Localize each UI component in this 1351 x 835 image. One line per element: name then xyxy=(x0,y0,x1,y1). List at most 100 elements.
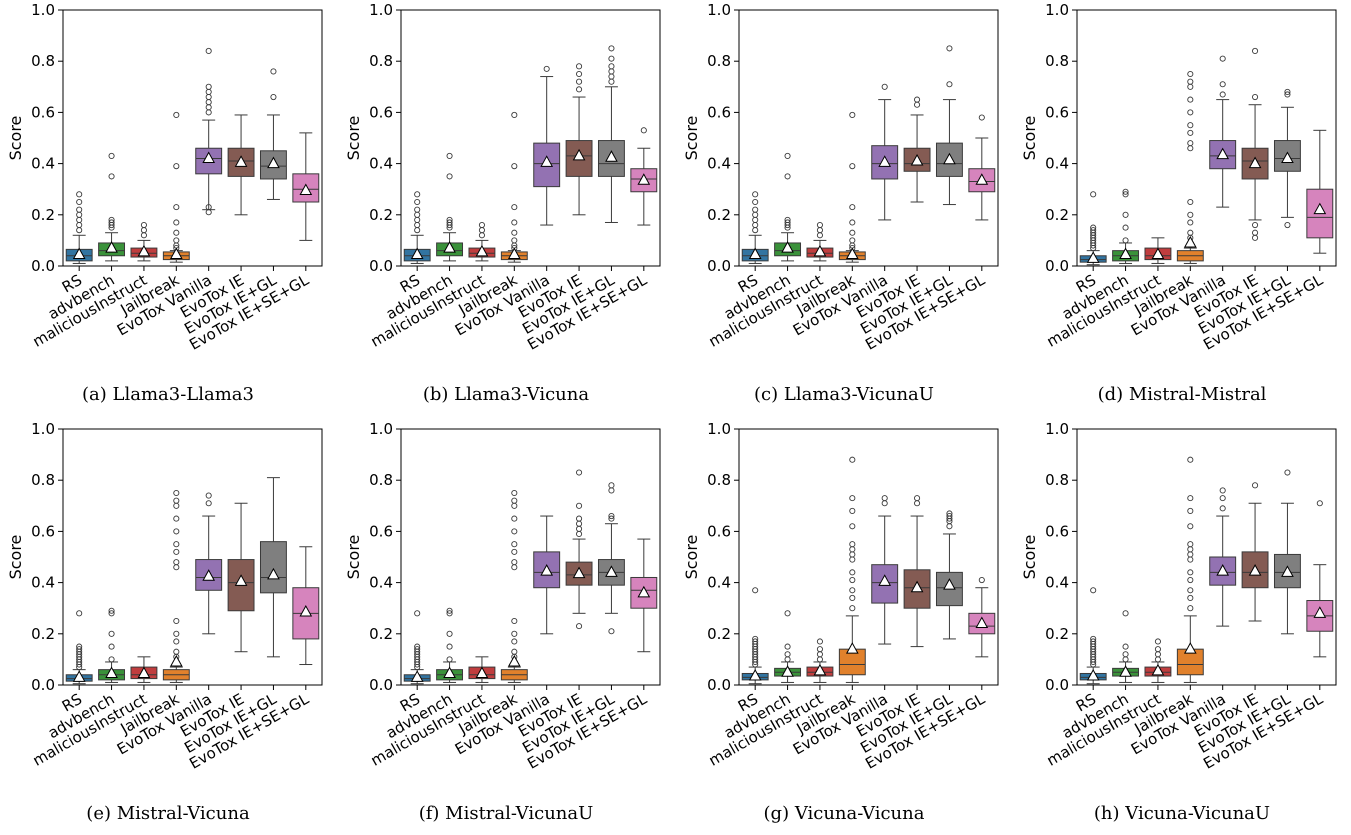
box-4 xyxy=(162,489,190,683)
box-iqr xyxy=(259,541,287,594)
outlier-point xyxy=(173,559,180,566)
box-6 xyxy=(903,495,931,648)
outlier-point xyxy=(849,546,856,553)
panel-caption: (d) Mistral-Mistral xyxy=(1097,384,1267,405)
outlier-point xyxy=(1187,546,1194,553)
y-tick-label: 0.4 xyxy=(31,574,55,592)
outlier-point xyxy=(414,216,421,223)
outlier-point xyxy=(76,221,83,229)
outlier-point xyxy=(1187,78,1194,85)
outlier-point xyxy=(608,515,615,522)
y-tick-label: 0.0 xyxy=(1045,257,1069,275)
outlier-point xyxy=(140,221,147,229)
y-tick-label: 0.2 xyxy=(369,625,393,643)
box-4 xyxy=(162,111,190,263)
chart-panel: 0.0 0.2 0.4 0.6 0.8 1.0 Score RS advbench malicio… xyxy=(676,419,1012,835)
outlier-point xyxy=(108,152,115,159)
outlier-point xyxy=(608,68,615,75)
outlier-point xyxy=(576,520,583,527)
outlier-point xyxy=(1187,507,1194,514)
outlier-point xyxy=(946,45,953,52)
mean-marker xyxy=(267,567,280,580)
outlier-point xyxy=(849,556,856,563)
outlier-point xyxy=(1219,487,1226,494)
outlier-point xyxy=(76,610,83,617)
outlier-point xyxy=(173,229,180,236)
mean-marker xyxy=(748,669,762,681)
outlier-point xyxy=(511,502,518,509)
box-4 xyxy=(500,111,528,263)
box-plot: 0.00.20.40.60.81.0ScoreRSadvbenchmalicio… xyxy=(682,1,999,354)
outlier-point xyxy=(1090,587,1097,594)
box-5 xyxy=(1209,487,1237,627)
y-tick-label: 0.2 xyxy=(1045,625,1069,643)
outlier-point xyxy=(1252,221,1259,229)
outlier-point xyxy=(205,83,212,90)
outlier-point xyxy=(173,630,180,637)
mean-marker xyxy=(637,173,651,185)
mean-marker xyxy=(1216,147,1230,160)
outlier-point xyxy=(849,551,856,558)
panel-caption: (f) Mistral-VicunaU xyxy=(418,803,594,824)
outlier-point xyxy=(414,191,421,198)
y-axis-label: Score xyxy=(344,116,363,161)
outlier-point xyxy=(446,610,453,617)
mean-marker xyxy=(1313,606,1327,618)
outlier-point xyxy=(784,610,791,617)
mean-marker xyxy=(443,241,456,253)
outlier-point xyxy=(270,68,277,75)
outlier-point xyxy=(1187,541,1194,548)
y-tick-label: 0.0 xyxy=(707,257,731,275)
mean-marker xyxy=(1119,665,1132,677)
box-8 xyxy=(968,576,996,658)
outlier-point xyxy=(511,237,518,244)
outlier-point xyxy=(414,211,421,218)
outlier-point xyxy=(173,111,180,119)
mean-marker xyxy=(169,654,183,667)
box-5 xyxy=(195,47,223,216)
chart-panel: 0.0 0.2 0.4 0.6 0.8 1.0 Score RS advbench malicio… xyxy=(1014,419,1350,835)
outlier-point xyxy=(1187,129,1194,136)
outlier-point xyxy=(446,219,453,226)
outlier-point xyxy=(1122,237,1129,244)
outlier-point xyxy=(1122,656,1129,663)
outlier-point xyxy=(1187,198,1194,206)
outlier-point xyxy=(784,651,791,658)
outlier-point xyxy=(1122,224,1129,231)
box-plot: 0.00.20.40.60.81.0ScoreRSadvbenchmalicio… xyxy=(6,420,323,773)
box-5 xyxy=(871,495,899,645)
outlier-point xyxy=(849,587,856,594)
box-4 xyxy=(838,111,866,263)
box-7 xyxy=(597,482,625,635)
mean-marker xyxy=(943,578,956,590)
box-7 xyxy=(935,45,963,206)
outlier-point xyxy=(849,237,856,244)
mean-marker xyxy=(1086,669,1100,681)
outlier-point xyxy=(816,221,823,229)
mean-marker xyxy=(845,247,859,259)
mean-marker xyxy=(475,244,489,257)
outlier-point xyxy=(173,548,180,555)
outlier-point xyxy=(608,73,615,80)
outlier-point xyxy=(849,541,856,548)
y-tick-label: 1.0 xyxy=(1045,420,1069,438)
outlier-point xyxy=(608,512,615,520)
mean-marker xyxy=(1151,247,1165,259)
box-4 xyxy=(1176,456,1204,683)
outlier-point xyxy=(640,127,647,134)
outlier-point xyxy=(816,232,823,239)
outlier-point xyxy=(576,469,583,476)
mean-marker xyxy=(1281,151,1294,163)
y-tick-label: 0.2 xyxy=(1045,206,1069,224)
y-axis-label: Score xyxy=(6,116,25,161)
chart-panel: 0.0 0.2 0.4 0.6 0.8 1.0 Score RS advbench malicio… xyxy=(676,0,1012,416)
outlier-point xyxy=(205,204,212,211)
box-6 xyxy=(903,96,931,203)
outlier-point xyxy=(576,623,583,630)
outlier-point xyxy=(173,648,180,655)
outlier-point xyxy=(1252,234,1259,241)
outlier-point xyxy=(1187,569,1194,576)
outlier-point xyxy=(414,646,421,653)
box-1 xyxy=(65,610,93,685)
